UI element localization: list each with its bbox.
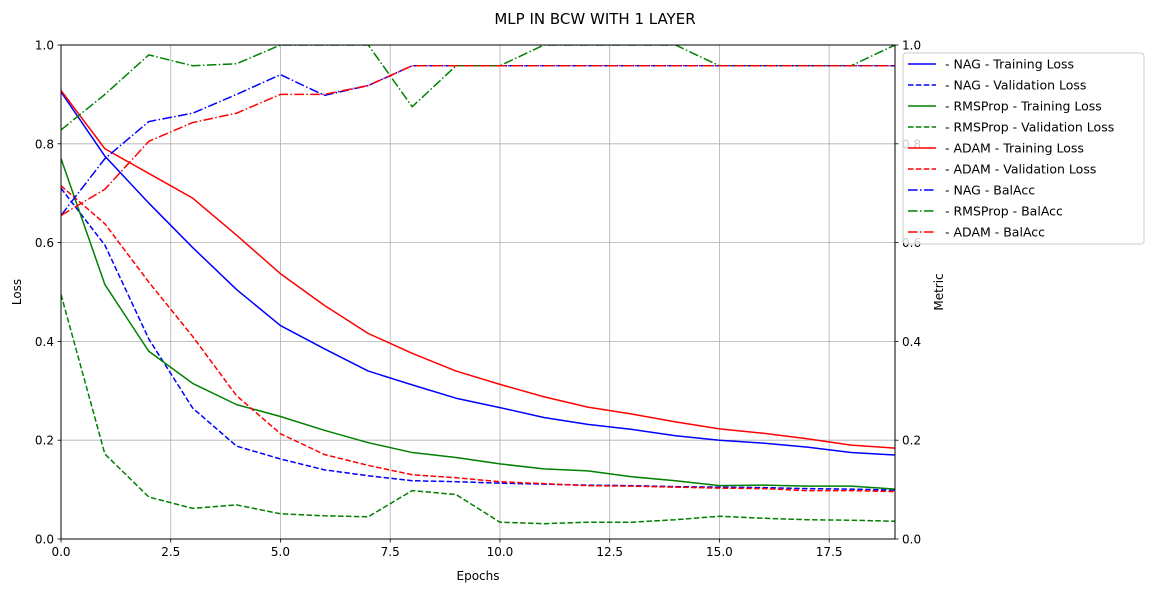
x-tick-label: 0.0: [51, 545, 70, 559]
x-tick-label: 2.5: [161, 545, 180, 559]
series-line-rmsprop-training-loss: [61, 158, 895, 490]
legend-label: - ADAM - BalAcc: [945, 225, 1045, 240]
series-line-rmsprop-validation-loss: [61, 294, 895, 525]
y-axis-label: Loss: [10, 279, 24, 305]
legend-label: - ADAM - Training Loss: [945, 141, 1084, 156]
legend-label: - RMSProp - Training Loss: [945, 99, 1102, 114]
x-axis: 0.0 2.5 5.0 7.5 10.0 12.5 15.0 17.5: [51, 539, 843, 559]
y2-tick-label: 0.2: [902, 434, 921, 448]
plot-frame: [60, 44, 896, 540]
grid-lines: [60, 44, 895, 540]
x-tick-label: 7.5: [381, 545, 400, 559]
legend-label: - RMSProp - BalAcc: [945, 204, 1063, 219]
x-tick-label: 15.0: [706, 545, 733, 559]
y-tick-label: 0.2: [35, 434, 54, 448]
legend-label: - NAG - BalAcc: [945, 183, 1035, 198]
y-tick-label: 0.8: [35, 137, 54, 151]
legend-frame: [902, 52, 1145, 245]
y-tick-label: 1.0: [35, 39, 54, 53]
legend: - NAG - Training Loss - NAG - Validation…: [902, 52, 1145, 245]
legend-label: - NAG - Training Loss: [945, 57, 1074, 72]
legend-label: - NAG - Validation Loss: [945, 78, 1086, 93]
y-axis-left: 0.0 0.2 0.4 0.6 0.8 1.0: [35, 39, 61, 547]
x-tick-label: 5.0: [271, 545, 290, 559]
y2-axis-label: Metric: [932, 273, 946, 310]
x-tick-label: 10.0: [487, 545, 514, 559]
series-line-nag-training-loss: [61, 91, 895, 456]
legend-label: - RMSProp - Validation Loss: [945, 120, 1114, 135]
x-tick-label: 12.5: [596, 545, 623, 559]
y-tick-label: 0.4: [35, 335, 54, 349]
plot-area: [61, 45, 895, 525]
series-line-adam-validation-loss: [61, 185, 895, 493]
series-line-adam-training-loss: [61, 89, 895, 449]
y2-tick-label: 0.4: [902, 335, 921, 349]
y-tick-label: 0.0: [35, 533, 54, 547]
series-line-rmsprop-balacc: [61, 45, 895, 131]
legend-label: - ADAM - Validation Loss: [945, 162, 1096, 177]
series-line-adam-balacc: [61, 65, 895, 217]
series-line-nag-validation-loss: [61, 187, 895, 491]
y2-tick-label: 1.0: [902, 39, 921, 53]
y2-tick-label: 0.0: [902, 533, 921, 547]
x-tick-label: 17.5: [816, 545, 843, 559]
chart-title: MLP IN BCW WITH 1 LAYER: [494, 10, 695, 28]
series-line-nag-balacc: [61, 65, 895, 216]
y-tick-label: 0.6: [35, 236, 54, 250]
x-axis-label: Epochs: [457, 569, 500, 583]
